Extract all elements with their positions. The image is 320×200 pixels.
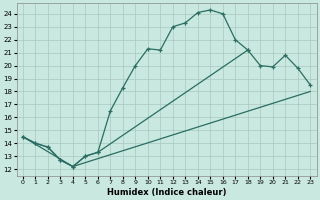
X-axis label: Humidex (Indice chaleur): Humidex (Indice chaleur) — [107, 188, 226, 197]
